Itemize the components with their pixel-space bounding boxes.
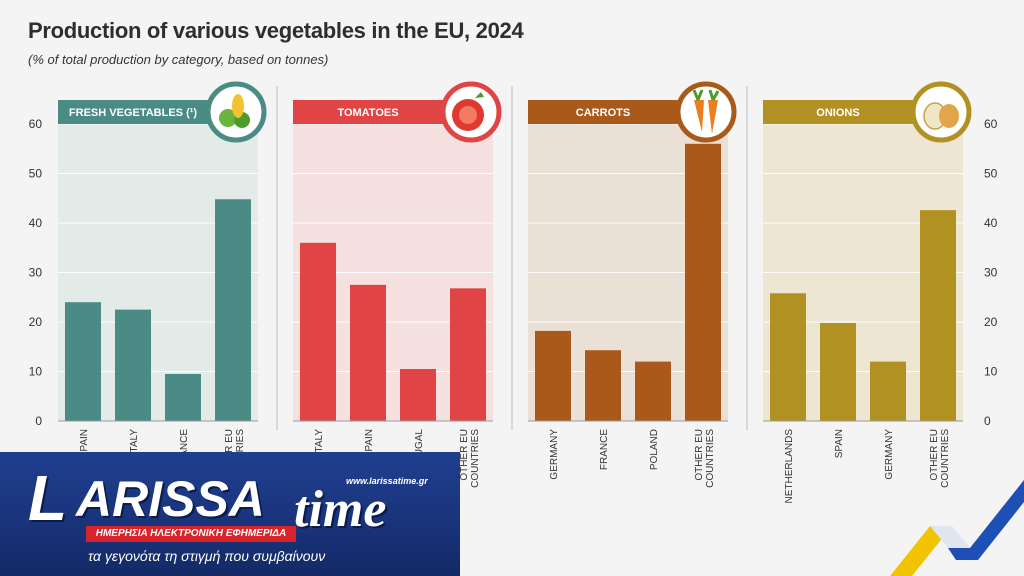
y-tick-label-right: 60 [984,117,998,131]
carrot-icon-part [708,100,718,134]
bar [400,369,436,421]
bar [870,361,906,421]
carrot-icon-part [692,89,720,101]
bar [920,210,956,421]
y-tick-label-right: 10 [984,365,998,379]
logo-slogan: τα γεγονότα τη στιγμή που συμβαίνουν [88,548,326,564]
logo-word-arissa: ARISSA [76,471,265,527]
y-tick-label-right: 30 [984,266,998,280]
corner-decoration [890,480,1024,576]
category-label: ITALY [129,429,140,456]
category-label: FRANCE [599,429,610,470]
logo-url: www.larissatime.gr [346,476,428,486]
bar [635,361,671,421]
y-tick-label-right: 0 [984,414,991,428]
logo-tagline: ΗΜΕΡΗΣΙΑ ΗΛΕΚΤΡΟΝΙΚΗ ΕΦΗΜΕΡΙΔΑ [86,526,296,542]
category-label: GERMANY [549,429,560,480]
bar [65,302,101,421]
category-label: SPAIN [834,429,845,458]
larissatime-logo[interactable]: L ARISSA time www.larissatime.gr ΗΜΕΡΗΣΙ… [0,452,460,576]
category-label: POLAND [649,429,660,470]
y-tick-label-right: 20 [984,315,998,329]
y-tick-label-left: 30 [29,266,43,280]
y-tick-label-right: 40 [984,216,998,230]
panel-title-3: ONIONS [816,107,859,119]
logo-word-time: time [294,481,387,538]
bar [350,284,386,421]
category-label: SPAIN [79,429,90,458]
panel-title-0: FRESH VEGETABLES (¹) [69,107,197,119]
tomato-icon-part [459,106,477,124]
bar [165,373,201,421]
bar [115,309,151,421]
vegetables-icon-part [219,109,237,127]
bar [215,199,251,421]
bar [685,143,721,422]
category-label: SPAIN [364,429,375,458]
tomato-icon-part [475,92,484,98]
bar [820,322,856,421]
bar [300,242,336,421]
y-tick-label-left: 0 [35,414,42,428]
logo-letter-l: L [28,462,68,534]
logo-wordmark: L ARISSA time www.larissatime.gr ΗΜΕΡΗΣΙ… [28,466,448,542]
vegetables-icon-part [232,94,244,118]
bar [585,350,621,421]
y-tick-label-left: 20 [29,315,43,329]
category-label: GERMANY [884,429,895,480]
category-label: NETHERLANDS [784,429,795,504]
category-label: ITALY [314,429,325,456]
category-label: FRANCE [179,429,190,470]
y-tick-label-left: 60 [29,117,43,131]
y-tick-label-right: 50 [984,167,998,181]
bar [770,293,806,421]
bar [450,288,486,421]
carrot-icon-part [694,100,704,132]
onion-icon-part [939,104,959,128]
category-label: OTHER EUCOUNTRIES [694,429,716,488]
panel-title-2: CARROTS [576,107,630,119]
y-tick-label-left: 50 [29,167,43,181]
category-label: OTHER EUCOUNTRIES [459,429,481,488]
category-label: OTHER EUCOUNTRIES [929,429,951,488]
panel-title-1: TOMATOES [337,107,398,119]
chart-title: Production of various vegetables in the … [28,18,524,43]
chart-subtitle: (% of total production by category, base… [28,52,329,67]
y-tick-label-left: 40 [29,216,43,230]
bar [535,330,571,421]
carrot-icon [675,81,737,143]
y-tick-label-left: 10 [29,365,43,379]
